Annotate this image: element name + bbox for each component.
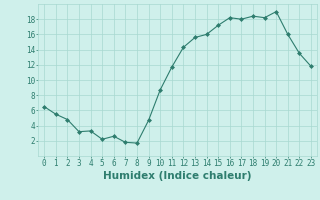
X-axis label: Humidex (Indice chaleur): Humidex (Indice chaleur) xyxy=(103,171,252,181)
